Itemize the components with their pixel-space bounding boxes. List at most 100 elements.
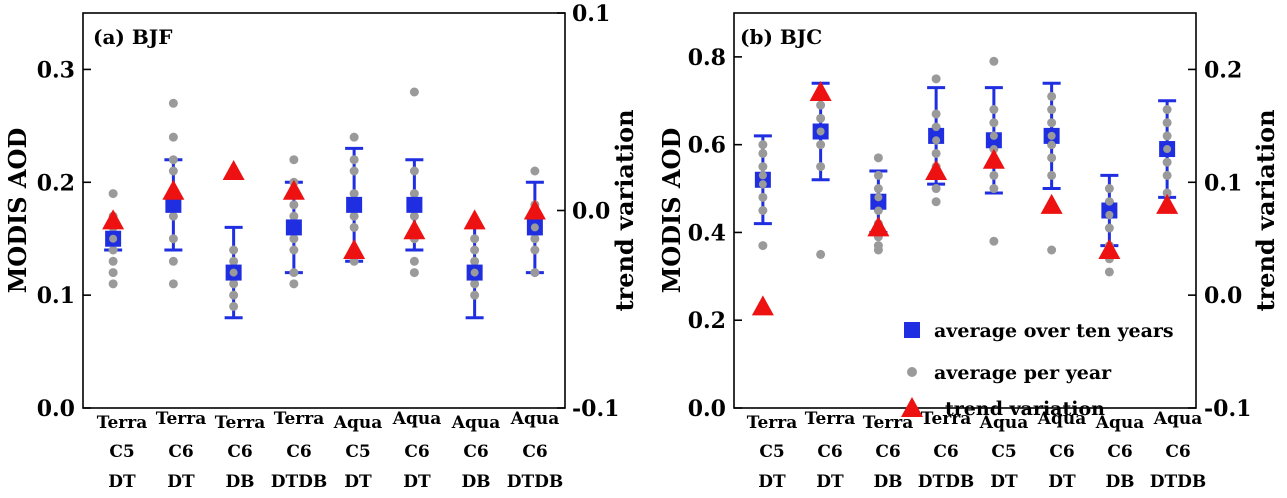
year-point <box>168 98 178 108</box>
year-point-overlay <box>470 268 479 277</box>
year-point <box>758 192 768 202</box>
year-point <box>989 236 999 246</box>
y2-tick-label: 0.0 <box>572 199 610 225</box>
category-label: Terra <box>921 409 971 429</box>
y-tick-label: 0.6 <box>688 133 726 159</box>
year-point <box>470 256 480 266</box>
year-point-overlay <box>758 171 767 180</box>
year-point-overlay <box>109 234 118 243</box>
trend-marker <box>463 209 486 230</box>
y2-axis-label: trend variation <box>610 109 639 311</box>
year-point-overlay <box>932 136 941 145</box>
year-point <box>873 170 883 180</box>
trend-marker <box>403 219 426 240</box>
y-tick-label: 0.3 <box>37 57 75 83</box>
category-label: C6 <box>286 442 311 462</box>
category-label: C5 <box>345 442 370 462</box>
year-point <box>349 222 359 232</box>
average-marker <box>406 196 423 213</box>
year-point-overlay <box>758 180 767 189</box>
average-marker <box>985 132 1002 149</box>
category-label: Aqua <box>451 413 500 433</box>
y-tick-label: 0.2 <box>37 170 75 196</box>
year-point <box>1047 245 1057 255</box>
category-label: C6 <box>875 442 900 462</box>
category-label: DT <box>1048 472 1076 492</box>
legend-circle-icon <box>907 367 917 377</box>
y-tick-label: 0.2 <box>688 308 726 334</box>
year-point <box>873 241 883 251</box>
year-point <box>1162 170 1172 180</box>
category-label: Aqua <box>1037 409 1086 429</box>
category-label: DB <box>1105 472 1134 492</box>
year-point <box>168 166 178 176</box>
category-label: Aqua <box>1095 413 1144 433</box>
year-point <box>758 148 768 158</box>
category-label: C6 <box>817 442 842 462</box>
category-label: C6 <box>168 442 193 462</box>
category-label: C6 <box>1107 442 1132 462</box>
y-tick-label: 0.0 <box>688 396 726 422</box>
year-point-overlay <box>816 127 825 136</box>
year-point <box>816 162 826 172</box>
year-point <box>229 301 239 311</box>
year-point <box>1162 118 1172 128</box>
category-label: DT <box>108 472 136 492</box>
year-point <box>409 268 419 278</box>
year-point <box>289 155 299 165</box>
category-label: DB <box>225 472 254 492</box>
year-point <box>108 268 118 278</box>
category-label: DTDB <box>271 472 328 492</box>
year-point <box>229 279 239 289</box>
year-point <box>1047 105 1057 115</box>
category-label: C6 <box>227 442 252 462</box>
category-label: Terra <box>863 413 913 433</box>
year-point <box>816 113 826 123</box>
y2-axis-label: trend variation <box>1251 109 1280 311</box>
category-label: Terra <box>747 413 797 433</box>
trend-marker <box>102 209 125 230</box>
trend-marker <box>1040 193 1063 214</box>
legend-label: trend variation <box>945 398 1105 420</box>
year-point <box>108 279 118 289</box>
y2-tick-label: -0.1 <box>1204 396 1251 422</box>
year-point <box>349 166 359 176</box>
year-point <box>816 249 826 259</box>
year-point <box>989 170 999 180</box>
year-point <box>168 279 178 289</box>
year-point <box>931 148 941 158</box>
y-tick-label: 0.8 <box>688 45 726 71</box>
y2-tick-label: 0.2 <box>1204 57 1242 83</box>
category-label: Aqua <box>392 409 441 429</box>
average-marker <box>870 193 887 210</box>
year-point <box>1162 131 1172 141</box>
category-label: Aqua <box>333 413 382 433</box>
category-label: DT <box>167 472 195 492</box>
y-axis-label: MODIS AOD <box>3 128 32 294</box>
category-label: DT <box>344 472 372 492</box>
category-label: C5 <box>109 442 134 462</box>
year-point <box>989 118 999 128</box>
legend-label: average per year <box>934 362 1112 384</box>
year-point <box>1104 267 1114 277</box>
year-point-overlay <box>530 223 539 232</box>
category-label: Terra <box>805 409 855 429</box>
average-marker <box>285 219 302 236</box>
year-point <box>409 87 419 97</box>
year-point <box>349 256 359 266</box>
year-point <box>229 290 239 300</box>
year-point-overlay <box>989 131 998 140</box>
y2-tick-label: 0.0 <box>1204 283 1242 309</box>
category-label: C6 <box>404 442 429 462</box>
trend-marker <box>925 160 948 180</box>
year-point-overlay <box>1105 197 1114 206</box>
category-label: DTDB <box>1150 472 1207 492</box>
year-point <box>108 245 118 255</box>
category-label: DT <box>403 472 431 492</box>
trend-marker <box>343 239 366 259</box>
category-label: Aqua <box>510 409 559 429</box>
year-point <box>229 245 239 255</box>
year-point <box>108 189 118 199</box>
